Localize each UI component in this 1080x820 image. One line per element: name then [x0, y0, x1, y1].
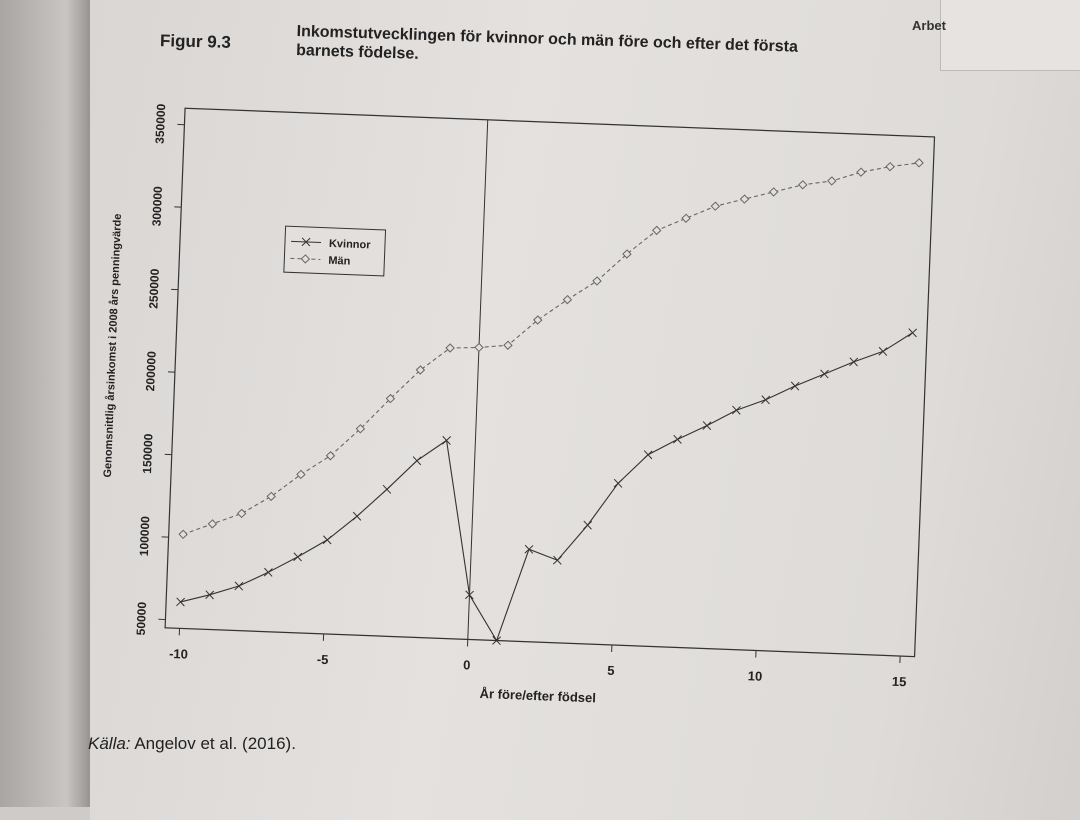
y-tick-label: 50000 — [134, 601, 149, 635]
y-tick-label: 350000 — [153, 103, 169, 144]
data-point-man — [682, 214, 690, 222]
data-point-kvinnor — [294, 553, 302, 561]
y-tick-label: 300000 — [150, 186, 166, 227]
x-tick-label: 0 — [463, 657, 471, 672]
data-point-man — [504, 341, 512, 349]
legend-box — [284, 226, 386, 276]
data-point-kvinnor — [762, 396, 770, 404]
data-point-man — [740, 195, 748, 203]
data-point-kvinnor — [879, 347, 887, 355]
data-point-kvinnor — [820, 370, 828, 378]
data-point-man — [326, 452, 334, 460]
data-point-kvinnor — [383, 485, 391, 493]
data-point-man — [711, 202, 719, 210]
data-point-man — [446, 344, 454, 352]
data-point-kvinnor — [673, 435, 681, 443]
data-point-kvinnor — [791, 382, 799, 390]
data-point-kvinnor — [206, 591, 214, 599]
plot-group: -10 -5 0 5 10 15 50000 100000 150000 200000 250000… — [94, 102, 935, 718]
data-point-kvinnor — [413, 457, 421, 465]
data-point-man — [857, 168, 865, 176]
y-tick-label: 100000 — [137, 516, 153, 557]
data-point-kvinnor — [732, 406, 740, 414]
data-point-man — [238, 509, 246, 517]
series-line-kvinnor — [180, 305, 913, 656]
y-axis-label: Genomsnittlig årsinkomst i 2008 års penn… — [102, 213, 124, 477]
data-point-kvinnor — [644, 451, 652, 459]
data-point-man — [208, 520, 216, 528]
data-point-kvinnor — [614, 479, 622, 487]
data-point-man — [915, 159, 923, 167]
data-point-kvinnor — [264, 568, 272, 576]
x-tick-label: 5 — [607, 663, 615, 678]
x-tick-label: -10 — [169, 646, 188, 662]
y-tick-label: 250000 — [146, 268, 162, 309]
data-point-man — [179, 530, 187, 538]
data-point-kvinnor — [235, 582, 243, 590]
data-point-kvinnor — [353, 512, 361, 520]
y-tick-label: 200000 — [143, 351, 159, 392]
data-point-man — [297, 470, 305, 478]
data-point-kvinnor — [176, 598, 184, 606]
data-point-man — [475, 343, 483, 351]
data-point-kvinnor — [850, 358, 858, 366]
data-point-kvinnor — [323, 536, 331, 544]
x-tick-label: -5 — [317, 652, 329, 667]
data-point-man — [563, 295, 571, 303]
legend-label: Kvinnor — [329, 238, 372, 252]
data-point-kvinnor — [525, 545, 533, 553]
x-tick-label: 10 — [748, 668, 763, 684]
data-point-man — [828, 177, 836, 185]
data-point-kvinnor — [583, 521, 591, 529]
data-point-man — [653, 226, 661, 234]
data-point-kvinnor — [908, 329, 916, 337]
data-point-man — [267, 492, 275, 500]
y-tick-label: 150000 — [140, 433, 156, 474]
data-point-man — [799, 181, 807, 189]
data-point-man — [769, 188, 777, 196]
data-point-man — [593, 277, 601, 285]
legend-label: Män — [328, 255, 351, 268]
x-axis-label: År före/efter födsel — [479, 686, 596, 705]
data-point-kvinnor — [703, 421, 711, 429]
reference-line-year-0 — [468, 120, 488, 640]
x-tick-label: 15 — [892, 674, 907, 690]
data-point-kvinnor — [553, 556, 561, 564]
data-point-man — [886, 163, 894, 171]
plot-frame — [165, 108, 934, 656]
series-line-män — [183, 135, 919, 562]
